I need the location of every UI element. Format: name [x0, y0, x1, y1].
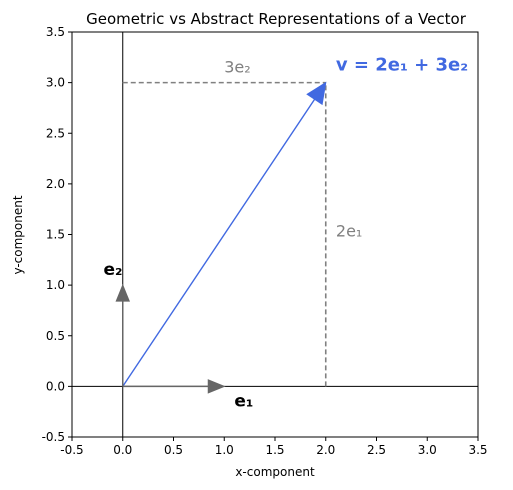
vector-head-1 [207, 379, 226, 394]
x-tick-label: 1.0 [215, 443, 234, 457]
vector-head-2 [115, 283, 130, 302]
x-tick-label: 1.5 [265, 443, 284, 457]
x-tick-label: 0.0 [113, 443, 132, 457]
vector-shaft-0 [122, 98, 316, 387]
y-tick-label: -0.5 [42, 430, 65, 444]
x-tick-label: -0.5 [60, 443, 83, 457]
chart-title: Geometric vs Abstract Representations of… [86, 10, 467, 28]
vector-v-label: v = 2e₁ + 3e₂ [336, 54, 468, 75]
y-ticks: -0.5 0.0 0.5 1.0 1.5 2.0 2.5 3.0 3.5 [42, 25, 72, 444]
y-tick-label: 3.0 [46, 76, 65, 90]
component-2e1-label: 2e₁ [336, 222, 362, 241]
x-tick-label: 2.5 [367, 443, 386, 457]
vector-e1-label: e₁ [234, 392, 253, 412]
y-tick-label: 0.0 [46, 379, 65, 393]
axis-lines [72, 32, 478, 437]
y-tick-label: 0.5 [46, 329, 65, 343]
y-tick-label: 2.0 [46, 177, 65, 191]
x-tick-label: 3.0 [418, 443, 437, 457]
x-axis-label: x-component [235, 465, 315, 479]
vectors [115, 81, 327, 394]
plot-frame [71, 31, 479, 438]
vector-head-0 [306, 81, 327, 106]
y-tick-label: 3.5 [46, 25, 65, 39]
y-axis-label: y-component [11, 195, 25, 274]
component-lines [122, 81, 327, 387]
y-tick-label: 2.5 [46, 126, 65, 140]
component-3e2-label: 3e₂ [224, 58, 250, 77]
x-tick-label: 2.0 [316, 443, 335, 457]
vector-labels: v = 2e₁ + 3e₂ e₁ e₂ 3e₂ 2e₁ [103, 54, 468, 411]
y-tick-label: 1.0 [46, 278, 65, 292]
x-ticks: -0.5 0.0 0.5 1.0 1.5 2.0 2.5 3.0 3.5 [60, 437, 488, 457]
vector-e2-label: e₂ [103, 260, 122, 280]
x-tick-label: 3.5 [468, 443, 487, 457]
x-tick-label: 0.5 [164, 443, 183, 457]
y-tick-label: 1.5 [46, 228, 65, 242]
